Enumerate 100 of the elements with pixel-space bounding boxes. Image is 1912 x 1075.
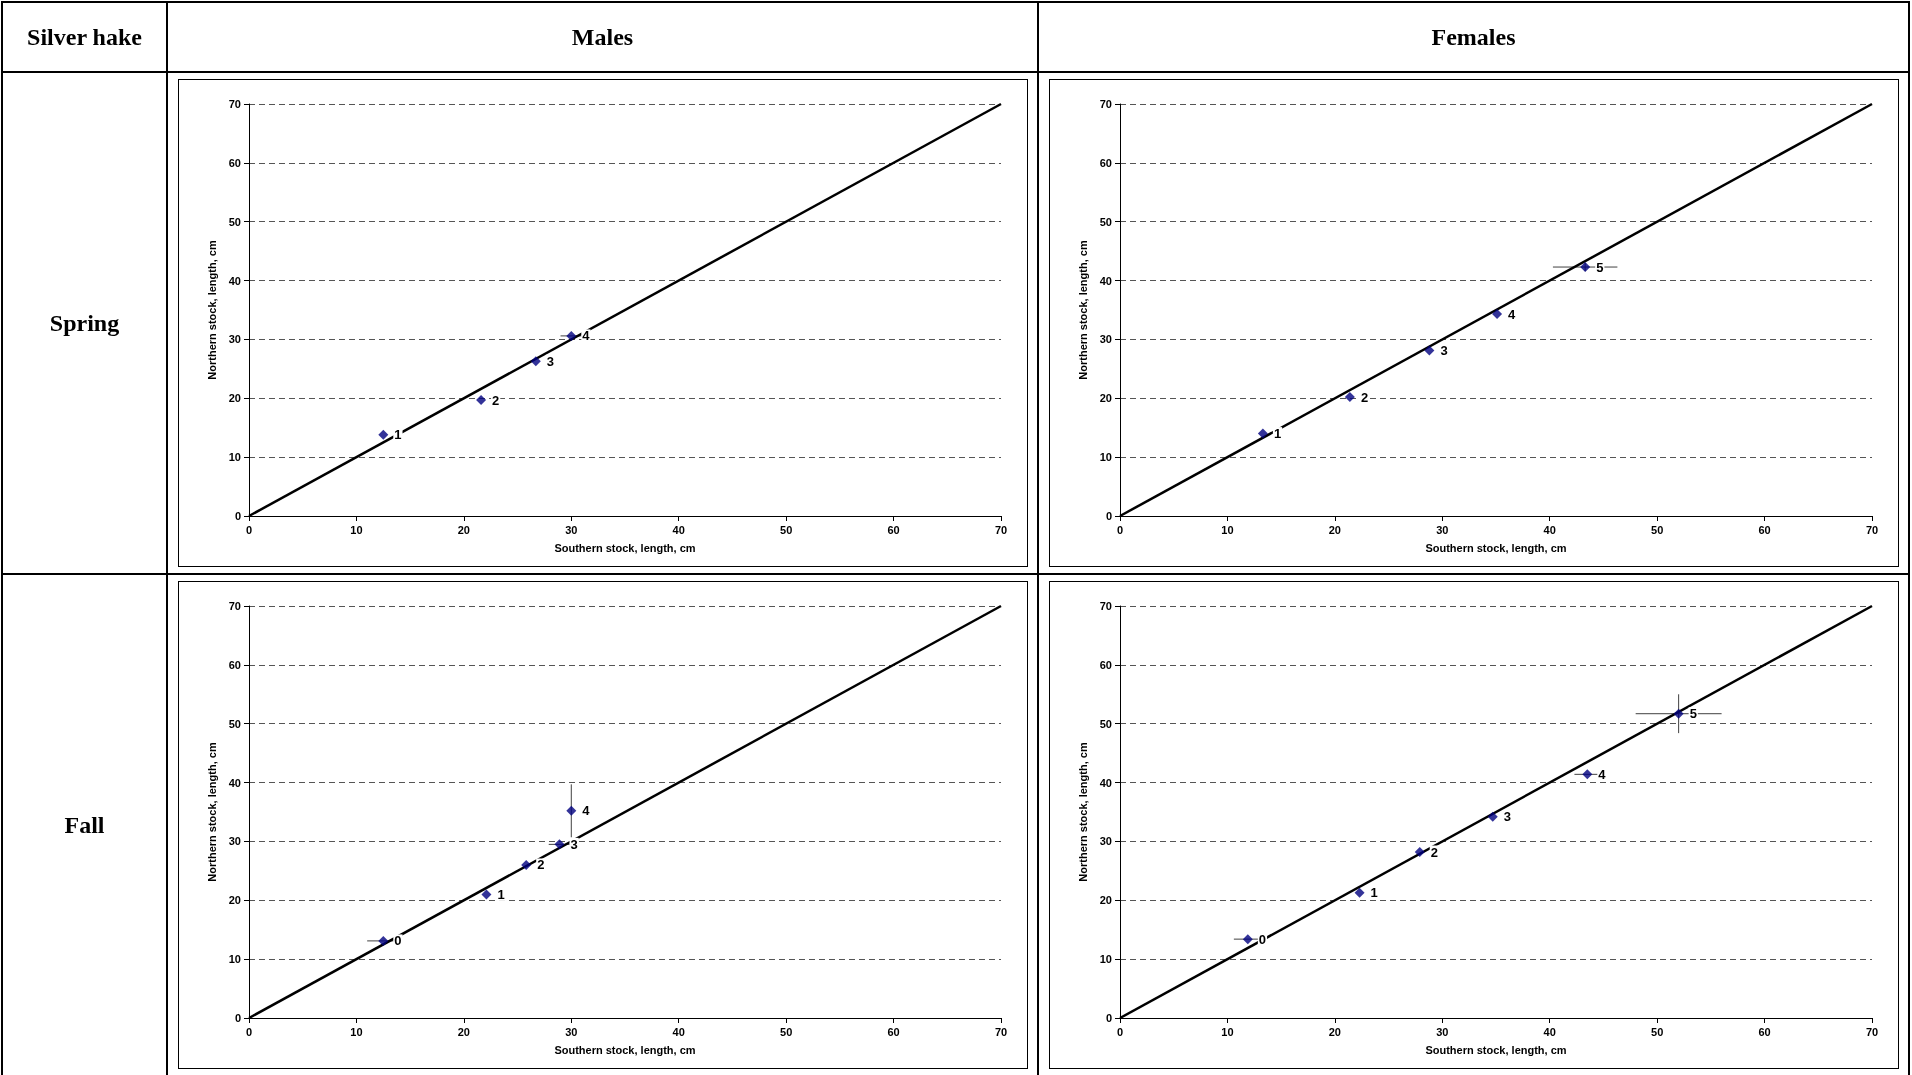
x-tick-label: 70	[1865, 1025, 1878, 1038]
y-tick-label: 0	[234, 510, 241, 522]
x-tick-label: 0	[245, 1025, 252, 1038]
x-tick-label: 40	[672, 1025, 685, 1038]
x-tick-label: 10	[1220, 523, 1234, 536]
y-axis-title: Northern stock, length, cm	[205, 240, 218, 380]
y-tick-label: 70	[1099, 600, 1112, 612]
y-tick-label: 60	[1099, 658, 1112, 671]
annotation: 1	[496, 886, 505, 902]
annotation: 3	[546, 353, 554, 369]
y-tick-label: 30	[1099, 835, 1112, 848]
point	[1491, 309, 1502, 320]
x-tick-label: 30	[1435, 1025, 1448, 1038]
y-tick-label: 30	[228, 333, 241, 346]
y-tick-label: 20	[228, 894, 241, 907]
x-tick-label: 50	[779, 1025, 792, 1038]
annotation: 2	[536, 857, 544, 873]
x-tick-label: 0	[245, 523, 252, 536]
text: Silver hake	[2, 2, 167, 72]
point	[530, 356, 541, 367]
x-tick-label: 20	[1328, 1025, 1341, 1038]
annotation: 1	[393, 427, 402, 443]
y-axis-title: Northern stock, length, cm	[1076, 240, 1089, 380]
y-tick-label: 10	[228, 953, 241, 966]
y-axis-title: Northern stock, length, cm	[1076, 742, 1089, 882]
x-tick-label: 40	[672, 523, 685, 536]
chart-title: Females	[1038, 2, 1909, 72]
point	[475, 395, 486, 406]
x-tick-label: 20	[1328, 523, 1341, 536]
point	[520, 859, 531, 870]
annotation: 3	[1439, 343, 1448, 359]
annotation: 2	[1430, 844, 1438, 860]
annotation: 3	[569, 836, 578, 852]
point	[1257, 428, 1268, 439]
point	[1414, 847, 1425, 858]
x-tick-label: 60	[886, 1025, 900, 1038]
x-axis-title: Southern stock, length, cm	[553, 1043, 696, 1056]
y-tick-label: 30	[228, 835, 241, 848]
y-tick-label: 50	[228, 215, 241, 228]
point	[1242, 934, 1253, 945]
y-tick-label: 10	[228, 451, 241, 464]
annotation: 4	[581, 328, 590, 344]
x-axis-title: Southern stock, length, cm	[1424, 541, 1567, 554]
y-tick-label: 10	[1099, 953, 1112, 966]
y-tick-label: 20	[228, 392, 241, 405]
chart-title: Males	[167, 2, 1038, 72]
point	[565, 805, 576, 816]
x-tick-label: 10	[1220, 1025, 1234, 1038]
point	[1579, 262, 1590, 273]
x-tick-label: 30	[1435, 523, 1448, 536]
point	[480, 889, 491, 900]
x-tick-label: 30	[564, 523, 577, 536]
annotation: 0	[393, 933, 402, 949]
y-tick-label: 20	[1099, 392, 1112, 405]
point	[1673, 708, 1684, 719]
y-tick-label: 60	[228, 156, 241, 169]
annotation: 0	[1258, 931, 1266, 947]
y-axis-title: Northern stock, length, cm	[205, 742, 218, 882]
x-tick-label: 60	[886, 523, 900, 536]
annotation: 1	[1370, 885, 1378, 901]
point	[565, 330, 576, 341]
x-tick-label: 70	[994, 1025, 1007, 1038]
x-tick-label: 70	[994, 523, 1007, 536]
annotation: 3	[1503, 809, 1511, 825]
y-tick-label: 40	[1099, 776, 1112, 789]
point	[1581, 769, 1592, 780]
y-tick-label: 40	[228, 274, 241, 287]
y-tick-label: 40	[1099, 274, 1112, 287]
point	[1344, 392, 1355, 403]
x-tick-label: 50	[1650, 1025, 1663, 1038]
x-tick-label: 0	[1116, 1025, 1123, 1038]
x-tick-label: 50	[1650, 523, 1663, 536]
point	[1423, 345, 1434, 356]
y-tick-label: 0	[1105, 510, 1112, 522]
annotation: 5	[1595, 259, 1603, 275]
y-tick-label: 50	[1099, 215, 1112, 228]
y-tick-label: 50	[228, 717, 241, 730]
point	[1354, 887, 1365, 898]
y-tick-label: 30	[1099, 333, 1112, 346]
x-tick-label: 20	[457, 523, 470, 536]
x-tick-label: 10	[349, 1025, 363, 1038]
point	[1487, 811, 1498, 822]
x-tick-label: 60	[1757, 1025, 1771, 1038]
x-tick-label: 20	[457, 1025, 470, 1038]
annotation: 2	[1360, 389, 1368, 405]
y-tick-label: 20	[1099, 894, 1112, 907]
y-tick-label: 70	[1099, 98, 1112, 110]
x-tick-label: 70	[1865, 523, 1878, 536]
x-tick-label: 60	[1757, 523, 1771, 536]
x-tick-label: 40	[1543, 523, 1556, 536]
annotation: 4	[1597, 766, 1606, 782]
x-tick-label: 0	[1116, 523, 1123, 536]
x-tick-label: 40	[1543, 1025, 1556, 1038]
point	[377, 429, 388, 440]
annotation: 4	[581, 803, 590, 819]
point	[377, 935, 388, 946]
y-tick-label: 50	[1099, 717, 1112, 730]
y-tick-label: 70	[228, 600, 241, 612]
x-tick-label: 50	[779, 523, 792, 536]
text: Spring	[2, 72, 167, 574]
